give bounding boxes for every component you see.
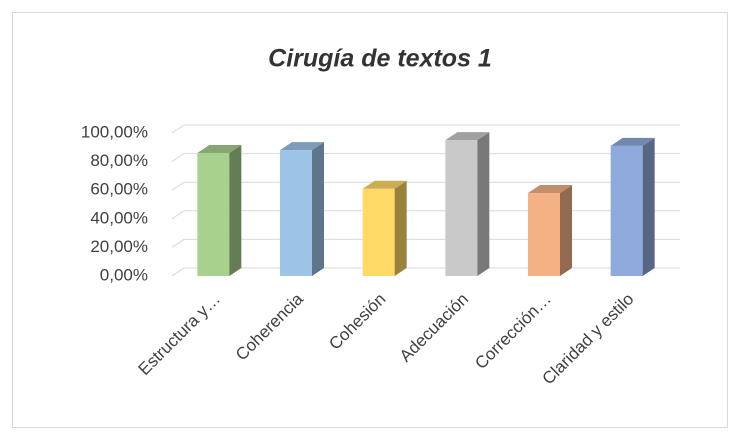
y-tick-label: 40,00% bbox=[90, 208, 148, 227]
grid-line bbox=[171, 267, 680, 277]
bar-top bbox=[197, 145, 242, 154]
bar-side bbox=[312, 142, 324, 276]
bar bbox=[280, 142, 324, 276]
bar bbox=[445, 132, 490, 276]
y-tick-label: 20,00% bbox=[90, 237, 148, 256]
bar-side bbox=[394, 180, 407, 276]
bar-top bbox=[280, 142, 324, 151]
chart-title: Cirugía de textos 1 bbox=[268, 45, 492, 73]
bar-front bbox=[362, 188, 395, 276]
bar-front bbox=[280, 150, 312, 276]
bar bbox=[197, 145, 242, 276]
grid-line bbox=[171, 210, 680, 220]
bar-front bbox=[197, 153, 230, 276]
bar bbox=[610, 137, 655, 276]
grid-line bbox=[171, 153, 680, 163]
y-tick-label: 80,00% bbox=[90, 151, 148, 170]
bar-front bbox=[528, 193, 560, 276]
bar-front bbox=[610, 145, 643, 276]
bar-top bbox=[528, 185, 572, 194]
bar-top bbox=[610, 137, 655, 146]
grid-line bbox=[171, 238, 680, 248]
y-tick-label: 0,00% bbox=[100, 265, 148, 284]
bar-side bbox=[642, 137, 655, 276]
bar bbox=[362, 180, 407, 276]
bar-top bbox=[445, 132, 490, 141]
bar bbox=[528, 185, 572, 276]
bar-front bbox=[445, 140, 478, 276]
bar-side bbox=[229, 145, 242, 276]
y-tick-label: 60,00% bbox=[90, 180, 148, 199]
bar-side bbox=[477, 132, 490, 276]
bar-top bbox=[362, 180, 407, 189]
grid-line bbox=[171, 181, 680, 191]
y-tick-label: 100,00% bbox=[81, 122, 148, 141]
grid-line bbox=[171, 124, 680, 134]
bar-side bbox=[560, 185, 572, 276]
